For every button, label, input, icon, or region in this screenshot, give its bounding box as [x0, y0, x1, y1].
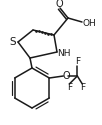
Text: O: O [63, 71, 70, 81]
Text: NH: NH [57, 48, 71, 58]
Text: F: F [75, 58, 80, 66]
Text: F: F [80, 84, 85, 92]
Text: OH: OH [82, 18, 96, 28]
Text: S: S [10, 37, 16, 47]
Text: O: O [55, 0, 63, 9]
Text: F: F [67, 84, 72, 92]
